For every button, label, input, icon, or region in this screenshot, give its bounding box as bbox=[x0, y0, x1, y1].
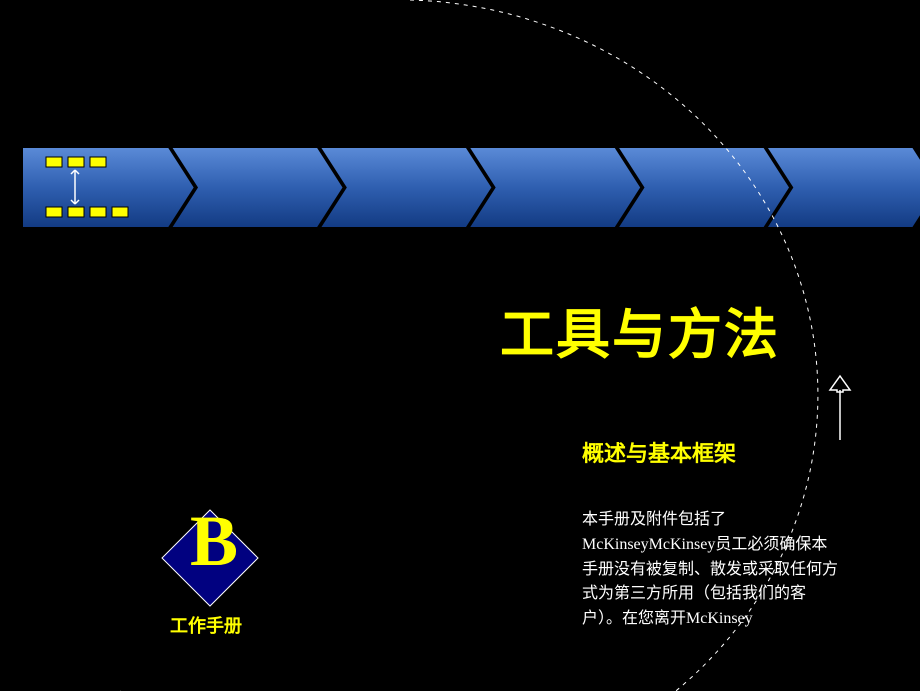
chevron-segment bbox=[766, 147, 920, 228]
chevron-segment bbox=[171, 147, 344, 228]
detail-block bbox=[68, 157, 84, 167]
page-subtitle: 概述与基本框架 bbox=[582, 436, 736, 468]
disclaimer-text: 本手册及附件包括了McKinseyMcKinsey员工必须确保本手册没有被复制、… bbox=[582, 508, 842, 632]
chevron-detail-blocks bbox=[46, 157, 128, 217]
logo-label: 工作手册 bbox=[170, 612, 242, 638]
detail-block bbox=[68, 207, 84, 217]
slide-canvas: 工具与方法 概述与基本框架 本手册及附件包括了McKinseyMcKinsey员… bbox=[0, 0, 920, 691]
chevron-segment bbox=[22, 147, 195, 228]
detail-block bbox=[90, 157, 106, 167]
page-title: 工具与方法 bbox=[500, 290, 780, 369]
logo-letter: B bbox=[190, 500, 238, 583]
chevron-segment bbox=[617, 147, 790, 228]
chevron-segment bbox=[469, 147, 642, 228]
chevron-segment bbox=[320, 147, 493, 228]
detail-block bbox=[112, 207, 128, 217]
detail-block bbox=[90, 207, 106, 217]
detail-block bbox=[46, 157, 62, 167]
detail-block bbox=[46, 207, 62, 217]
chevron-process-bar bbox=[22, 147, 920, 228]
up-arrow-icon bbox=[830, 376, 850, 440]
